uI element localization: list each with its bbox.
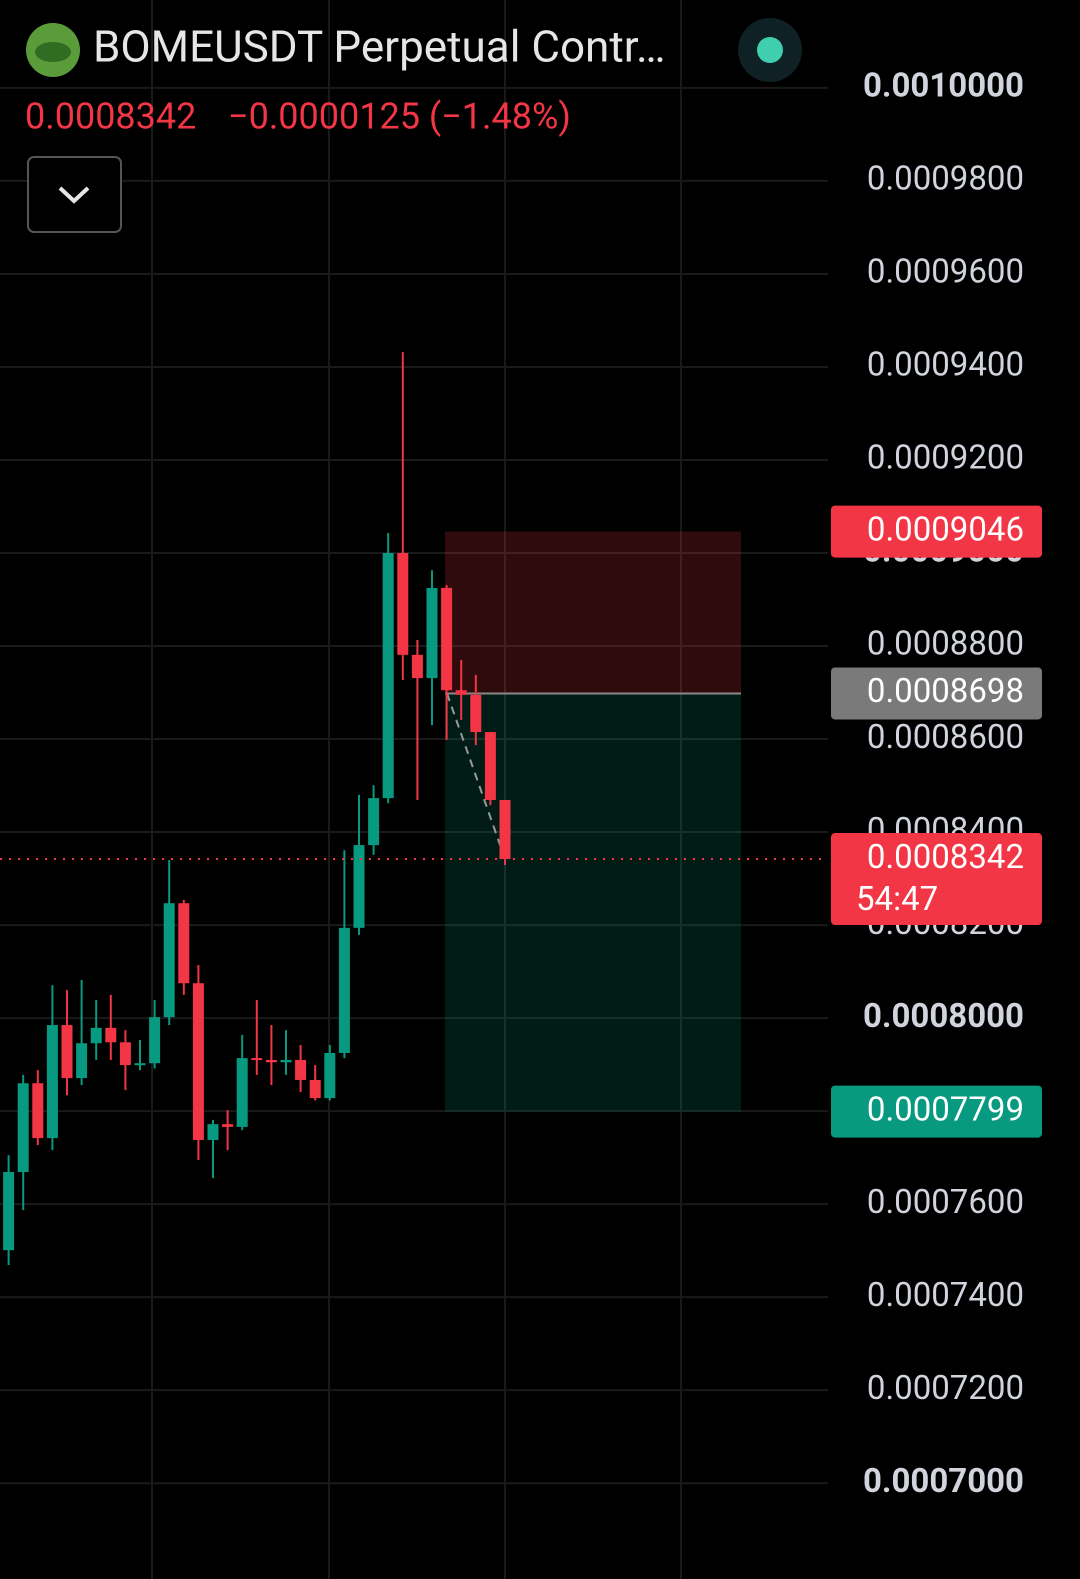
last-label: 0.0008342 — [867, 838, 1024, 877]
candle-body — [61, 1025, 73, 1079]
y-tick-label: 0.0007200 — [867, 1369, 1024, 1408]
candle-body — [178, 903, 190, 984]
candle-body — [338, 927, 350, 1053]
candle-body — [222, 1124, 234, 1127]
y-tick-label: 0.0010000 — [863, 67, 1024, 106]
candle-body — [192, 983, 204, 1140]
candle-body — [90, 1027, 102, 1044]
candle-body — [441, 587, 453, 691]
candle-body — [499, 799, 511, 860]
candle-body — [46, 1025, 58, 1139]
symbol-title[interactable]: BOMEUSDT Perpetual Contr… — [93, 21, 665, 73]
candle-body — [470, 694, 482, 733]
candle-body — [32, 1083, 44, 1139]
candle-body — [105, 1027, 117, 1043]
candle-body — [426, 587, 438, 679]
y-tick-label: 0.0009600 — [867, 253, 1024, 292]
candle-body — [397, 552, 409, 655]
y-tick-label: 0.0009400 — [867, 346, 1024, 385]
y-tick-label: 0.0008800 — [867, 625, 1024, 664]
candle-body — [76, 1043, 88, 1079]
candle-body — [411, 654, 423, 679]
stop-badge — [831, 505, 1042, 558]
candle-body — [280, 1059, 292, 1063]
candle-body — [382, 552, 394, 799]
status-dot — [757, 37, 783, 63]
y-tick-label: 0.0008600 — [867, 718, 1024, 757]
last-badge — [831, 833, 1042, 926]
y-tick-label: 0.0008000 — [863, 997, 1024, 1036]
stop-zone — [445, 531, 741, 694]
entry-badge — [831, 667, 1042, 720]
candle-body — [236, 1058, 248, 1127]
candle-body — [119, 1042, 131, 1066]
candle-body — [353, 845, 365, 928]
price-axis: 0.0010000 0.0009800 0.0009600 0.0009400 0.00… — [831, 67, 1042, 1501]
candle-body — [163, 903, 175, 1018]
candle-body — [149, 1017, 161, 1064]
candle-body — [3, 1172, 15, 1251]
y-tick-label: 0.0007400 — [867, 1276, 1024, 1315]
candle-body — [17, 1083, 29, 1173]
grid — [0, 0, 828, 1579]
y-tick-label: 0.0007600 — [867, 1183, 1024, 1222]
symbol-icon-detail — [35, 42, 71, 62]
last-price: 0.0008342 — [25, 96, 196, 138]
candle-body — [368, 798, 380, 846]
candle-body — [251, 1058, 263, 1061]
candle-body — [295, 1059, 307, 1080]
candle-body — [484, 732, 496, 800]
candle-body — [324, 1052, 336, 1099]
target-badge — [831, 1085, 1042, 1138]
candle-body — [265, 1059, 277, 1063]
y-tick-label: 0.0009200 — [867, 439, 1024, 478]
entry-label: 0.0008698 — [867, 672, 1024, 711]
countdown: 54:47 — [856, 880, 938, 919]
price-change: −0.0000125 (−1.48%) — [228, 96, 571, 138]
header: BOMEUSDT Perpetual Contr… 0.0008342 −0.0… — [25, 18, 802, 233]
projection-line — [446, 693, 506, 860]
position-zones — [445, 531, 741, 1112]
stop-label: 0.0009046 — [867, 510, 1024, 549]
collapse-button[interactable] — [27, 156, 122, 233]
candles — [0, 352, 828, 1266]
candle-body — [455, 690, 467, 695]
candle-body — [309, 1079, 321, 1099]
y-tick-label: 0.0007000 — [863, 1462, 1024, 1501]
candle-body — [207, 1124, 219, 1140]
y-tick-label: 0.0009800 — [867, 160, 1024, 199]
chevron — [58, 186, 90, 204]
candle-body — [134, 1063, 146, 1066]
target-label: 0.0007799 — [867, 1090, 1024, 1129]
